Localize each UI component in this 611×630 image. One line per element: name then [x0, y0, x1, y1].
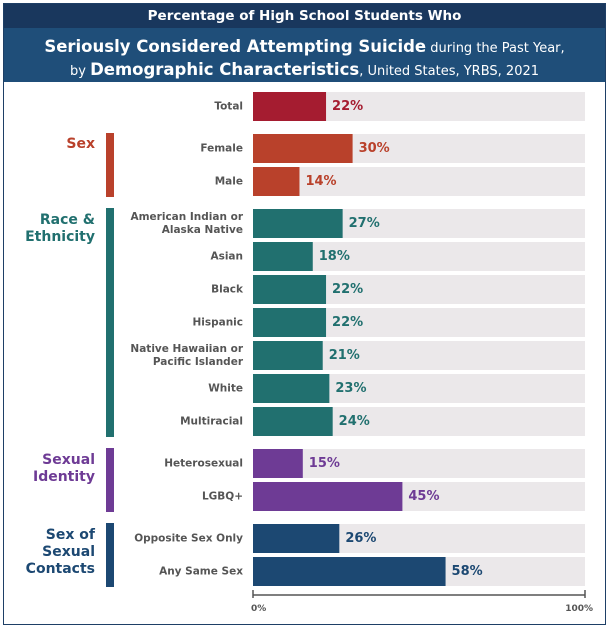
data-label: 27%	[349, 216, 380, 231]
category-label: Asian	[210, 251, 243, 263]
category-label: Native Hawaiian or Pacific Islander	[130, 343, 243, 368]
bar	[253, 341, 323, 370]
category-label-line: Female	[200, 143, 243, 155]
header-title-emphasis: Seriously Considered Attempting Suicide	[44, 37, 427, 56]
bar	[253, 374, 330, 403]
data-label: 14%	[305, 174, 336, 189]
category-label-line: Alaska Native	[162, 224, 243, 236]
data-label: 30%	[359, 141, 390, 156]
group-label-line: Sexual	[42, 452, 95, 468]
category-label: Opposite Sex Only	[134, 533, 243, 545]
category-label-line: Opposite Sex Only	[134, 533, 243, 545]
group-label-line: Sex of	[46, 527, 96, 543]
category-label-line: Asian	[210, 251, 243, 263]
data-label: 23%	[335, 381, 366, 396]
category-label-line: Black	[211, 284, 244, 296]
category-label: Black	[211, 284, 244, 296]
header-title-line2: Seriously Considered Attempting Suicide …	[4, 36, 605, 59]
header-title-line3-start: by	[69, 64, 91, 79]
header-title-line3-emphasis: Demographic Characteristics	[90, 60, 360, 79]
group-bracket	[106, 133, 114, 197]
category-label: Female	[200, 143, 243, 155]
category-label-line: LGBQ+	[202, 491, 243, 503]
data-label: 18%	[319, 249, 350, 264]
header-title-line3: by Demographic Characteristics, United S…	[4, 59, 605, 82]
header-title: Seriously Considered Attempting Suicide …	[4, 28, 605, 82]
category-label: American Indian or Alaska Native	[130, 211, 243, 236]
data-label: 58%	[452, 564, 483, 579]
category-label-line: Pacific Islander	[153, 356, 244, 368]
category-label-line: Multiracial	[180, 416, 243, 428]
bar	[253, 134, 353, 163]
bar	[253, 524, 340, 553]
bar	[253, 275, 327, 304]
group-label: Sexual Identity	[33, 452, 95, 485]
group-bracket	[106, 523, 114, 587]
category-label: LGBQ+	[202, 491, 243, 503]
bar	[253, 557, 446, 586]
group-bracket	[106, 208, 114, 437]
category-label-line: Heterosexual	[164, 458, 243, 470]
bar	[253, 308, 327, 337]
category-label: Total	[214, 101, 243, 113]
x-tick-label: 100%	[565, 604, 593, 614]
data-label: 22%	[332, 99, 363, 114]
group-label: Race & Ethnicity	[25, 212, 95, 245]
category-label-line: Male	[215, 176, 243, 188]
category-label-line: Any Same Sex	[159, 566, 243, 578]
x-tick-label: 0%	[251, 604, 266, 614]
group-label-line: Identity	[33, 469, 95, 485]
group-bracket	[106, 448, 114, 512]
group-label: Sex	[66, 136, 95, 152]
group-label-line: Sexual	[42, 544, 95, 560]
data-label: 22%	[332, 315, 363, 330]
header-title-line3-rest: , United States, YRBS, 2021	[359, 64, 540, 79]
bar-track	[253, 449, 585, 478]
category-label: Any Same Sex	[159, 566, 243, 578]
bar	[253, 92, 327, 121]
data-label: 22%	[332, 282, 363, 297]
bar	[253, 449, 303, 478]
group-label-line: Race &	[40, 212, 95, 228]
bar	[253, 209, 343, 238]
bar	[253, 407, 333, 436]
category-label: Hispanic	[192, 317, 243, 329]
data-label: 45%	[408, 489, 439, 504]
group-label-line: Contacts	[26, 561, 95, 577]
category-label-line: Native Hawaiian or	[130, 343, 243, 355]
data-label: 24%	[339, 414, 370, 429]
category-label: Male	[215, 176, 243, 188]
header-title-line2-rest: during the Past Year,	[426, 41, 565, 56]
category-label: Heterosexual	[164, 458, 243, 470]
header-title-line1: Percentage of High School Students Who	[4, 4, 605, 28]
group-label-line: Sex	[66, 136, 95, 152]
group-label: Sex of Sexual Contacts	[26, 527, 96, 577]
bar	[253, 167, 300, 196]
data-label: 21%	[329, 348, 360, 363]
data-label: 15%	[309, 456, 340, 471]
group-label-line: Ethnicity	[25, 229, 95, 245]
category-label-line: Hispanic	[192, 317, 243, 329]
category-label-line: American Indian or	[130, 211, 243, 223]
bar	[253, 482, 403, 511]
category-label: White	[208, 383, 243, 395]
bar-track	[253, 167, 585, 196]
category-label-line: White	[208, 383, 243, 395]
category-label-line: Total	[214, 101, 243, 113]
category-label: Multiracial	[180, 416, 243, 428]
data-label: 26%	[345, 531, 376, 546]
bar	[253, 242, 313, 271]
